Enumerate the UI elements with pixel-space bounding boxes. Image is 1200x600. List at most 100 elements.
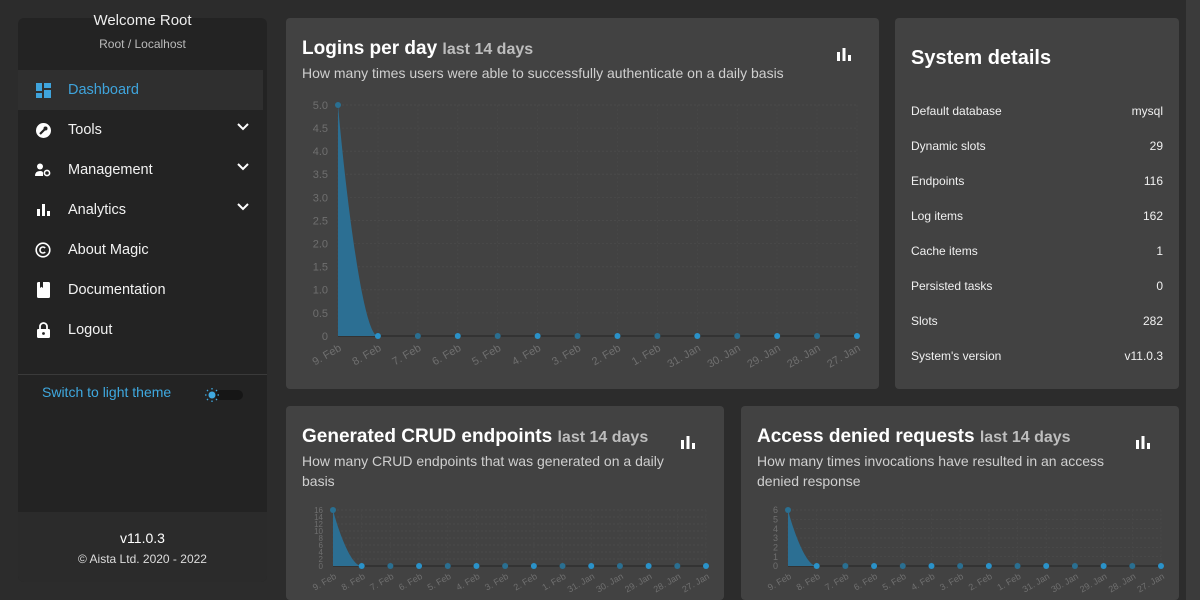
detail-value: 0 xyxy=(1156,279,1163,293)
data-point xyxy=(645,563,652,569)
switch-theme-link[interactable]: Switch to light theme xyxy=(42,384,172,400)
sidebar-item-management[interactable]: Management xyxy=(18,150,263,190)
x-tick-label: 27. Jan xyxy=(680,571,711,594)
sidebar-item-about-magic[interactable]: About Magic xyxy=(18,230,263,270)
detail-label: Dynamic slots xyxy=(911,139,986,153)
data-point xyxy=(614,333,621,339)
data-point xyxy=(654,333,661,339)
detail-label: Endpoints xyxy=(911,174,965,188)
welcome-text: Welcome Root xyxy=(93,12,192,29)
x-tick-label: 7. Feb xyxy=(368,571,395,592)
card-title: Access denied requests xyxy=(757,426,975,447)
data-point xyxy=(374,333,381,339)
x-tick-label: 30. Jan xyxy=(1049,571,1080,594)
bar-chart-icon[interactable] xyxy=(680,436,696,450)
y-tick-label: 14 xyxy=(314,513,323,522)
system-detail-row: Dynamic slots 29 xyxy=(911,139,1163,153)
data-point xyxy=(899,563,906,569)
x-tick-label: 1. Feb xyxy=(995,571,1022,592)
x-tick-label: 4. Feb xyxy=(454,571,481,592)
x-tick-label: 31. Jan xyxy=(666,342,703,370)
data-point xyxy=(414,333,421,339)
sidebar-item-dashboard[interactable]: Dashboard xyxy=(18,70,263,110)
divider xyxy=(18,374,267,375)
y-tick-label: 10 xyxy=(314,527,323,536)
data-point xyxy=(530,563,537,569)
x-tick-label: 6. Feb xyxy=(852,571,879,592)
y-tick-label: 12 xyxy=(314,520,323,529)
theme-toggle[interactable] xyxy=(203,388,243,402)
y-tick-label: 4 xyxy=(319,548,324,557)
x-tick-label: 8. Feb xyxy=(795,571,822,592)
data-point xyxy=(734,333,741,339)
x-tick-label: 5. Feb xyxy=(470,342,503,368)
data-point xyxy=(574,333,581,339)
x-tick-label: 2. Feb xyxy=(967,571,994,592)
x-tick-label: 7. Feb xyxy=(823,571,850,592)
y-tick-label: 0 xyxy=(322,331,328,343)
data-point xyxy=(588,563,595,569)
x-tick-label: 9. Feb xyxy=(766,571,793,592)
x-tick-label: 29. Jan xyxy=(1078,571,1109,594)
y-tick-label: 0 xyxy=(319,562,324,571)
card-title: Logins per day xyxy=(302,38,438,59)
card-range: last 14 days xyxy=(979,429,1071,446)
x-tick-label: 27. Jan xyxy=(1135,571,1166,594)
sidebar-item-logout[interactable]: Logout xyxy=(18,310,263,350)
data-point xyxy=(985,563,992,569)
sidebar-item-label: Analytics xyxy=(68,202,127,218)
nav-menu: Dashboard Tools Management Analytics Abo… xyxy=(18,70,263,350)
sidebar-item-tools[interactable]: Tools xyxy=(18,110,263,150)
data-point xyxy=(854,333,860,339)
chevron-down-icon xyxy=(237,163,249,171)
x-tick-label: 9. Feb xyxy=(310,342,343,368)
card-description: How many CRUD endpoints that was generat… xyxy=(302,453,664,489)
x-tick-label: 31. Jan xyxy=(1021,571,1052,594)
card-title: System details xyxy=(911,47,1052,69)
data-point xyxy=(494,333,501,339)
detail-value: 29 xyxy=(1149,139,1163,153)
y-tick-label: 8 xyxy=(319,534,324,543)
data-point xyxy=(774,333,781,339)
data-point xyxy=(473,563,480,569)
x-tick-label: 5. Feb xyxy=(881,571,908,592)
x-tick-label: 30. Jan xyxy=(594,571,625,594)
detail-label: Default database xyxy=(911,104,1002,118)
system-detail-row: Log items 162 xyxy=(911,209,1163,223)
y-tick-label: 3.5 xyxy=(313,169,328,181)
data-point xyxy=(703,563,709,569)
logins-card: Logins per day last 14 days How many tim… xyxy=(286,18,879,389)
detail-value: 282 xyxy=(1142,314,1163,328)
x-tick-label: 29. Jan xyxy=(623,571,654,594)
x-tick-label: 2. Feb xyxy=(590,342,623,368)
x-tick-label: 1. Feb xyxy=(630,342,663,368)
sidebar-item-analytics[interactable]: Analytics xyxy=(18,190,263,230)
bar-chart-icon[interactable] xyxy=(1135,436,1151,450)
bar-chart-icon[interactable] xyxy=(836,48,852,62)
data-point xyxy=(335,102,341,108)
data-point xyxy=(842,563,849,569)
detail-value: 162 xyxy=(1142,209,1163,223)
x-tick-label: 6. Feb xyxy=(430,342,463,368)
user-host: Root / Localhost xyxy=(99,37,186,51)
data-point xyxy=(814,333,821,339)
data-point xyxy=(1014,563,1021,569)
book-icon xyxy=(35,282,51,298)
x-tick-label: 28. Jan xyxy=(652,571,683,594)
sidebar-item-documentation[interactable]: Documentation xyxy=(18,270,263,310)
y-tick-label: 2 xyxy=(773,542,778,552)
data-point xyxy=(694,333,701,339)
data-point xyxy=(330,507,336,513)
dashboard-icon xyxy=(35,82,51,98)
access-denied-card: Access denied requests last 14 days How … xyxy=(741,406,1179,600)
scrollbar[interactable] xyxy=(1186,0,1200,600)
data-point xyxy=(454,333,461,339)
x-tick-label: 28. Jan xyxy=(785,342,822,370)
y-tick-label: 3.0 xyxy=(313,192,328,204)
x-tick-label: 27. Jan xyxy=(825,342,862,370)
data-point xyxy=(358,563,365,569)
data-point xyxy=(1100,563,1107,569)
sidebar: Welcome Root Root / Localhost Dashboard … xyxy=(18,12,267,582)
data-point xyxy=(1071,563,1078,569)
